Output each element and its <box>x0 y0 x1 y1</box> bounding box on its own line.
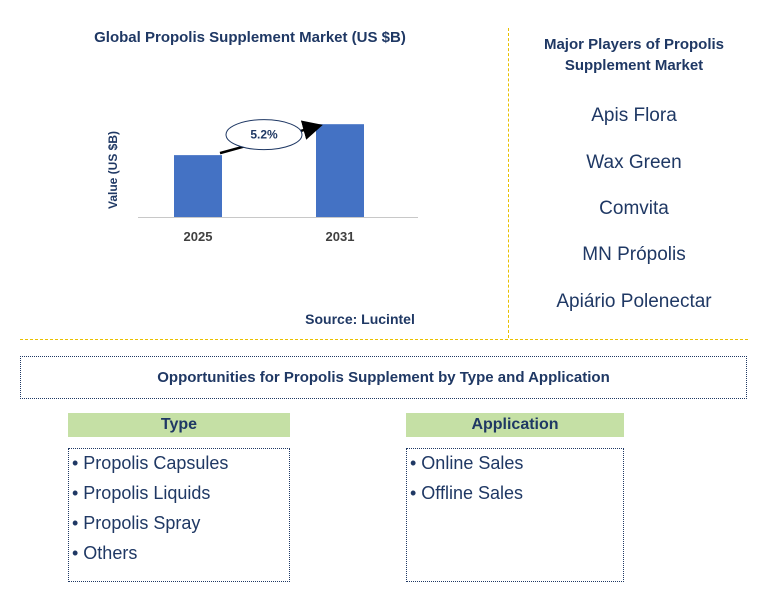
cagr-ellipse <box>225 119 303 151</box>
player-item: Apis Flora <box>591 105 677 126</box>
opportunities-banner: Opportunities for Propolis Supplement by… <box>20 356 747 399</box>
type-item: • Others <box>72 543 138 563</box>
application-item: • Online Sales <box>410 453 524 473</box>
bar-2025 <box>174 155 222 217</box>
x-tick-label: 2025 <box>184 229 213 244</box>
player-item: Apiário Polenectar <box>556 291 712 312</box>
source-note: Source: Lucintel <box>305 311 415 327</box>
type-item: • Propolis Liquids <box>72 483 211 503</box>
type-header-label: Type <box>160 416 198 433</box>
cagr-label: 5.2% <box>250 128 278 142</box>
y-axis-label: Value (US $B) <box>106 131 120 209</box>
type-list: • Propolis Capsules • Propolis Liquids •… <box>68 448 290 582</box>
type-item: • Propolis Spray <box>72 513 201 533</box>
application-header-label: Application <box>471 416 559 433</box>
application-list: • Online Sales • Offline Sales <box>406 448 624 582</box>
x-tick-label: 2031 <box>326 229 355 244</box>
players-title: Major Players of Propolis Supplement Mar… <box>543 36 725 74</box>
player-item: Comvita <box>599 198 669 219</box>
player-item: Wax Green <box>586 152 682 173</box>
type-header: Type <box>68 413 290 437</box>
application-header: Application <box>406 413 624 437</box>
player-item: MN Própolis <box>582 244 686 265</box>
application-item: • Offline Sales <box>410 483 524 503</box>
vertical-divider <box>508 28 509 338</box>
bar-2031 <box>316 124 364 217</box>
opportunities-title: Opportunities for Propolis Supplement by… <box>157 369 610 386</box>
chart-title: Global Propolis Supplement Market (US $B… <box>94 29 406 46</box>
type-item: • Propolis Capsules <box>72 453 229 473</box>
horizontal-divider <box>20 339 748 340</box>
bar-chart: Value (US $B) 5.2% 2025 2031 <box>106 119 418 244</box>
